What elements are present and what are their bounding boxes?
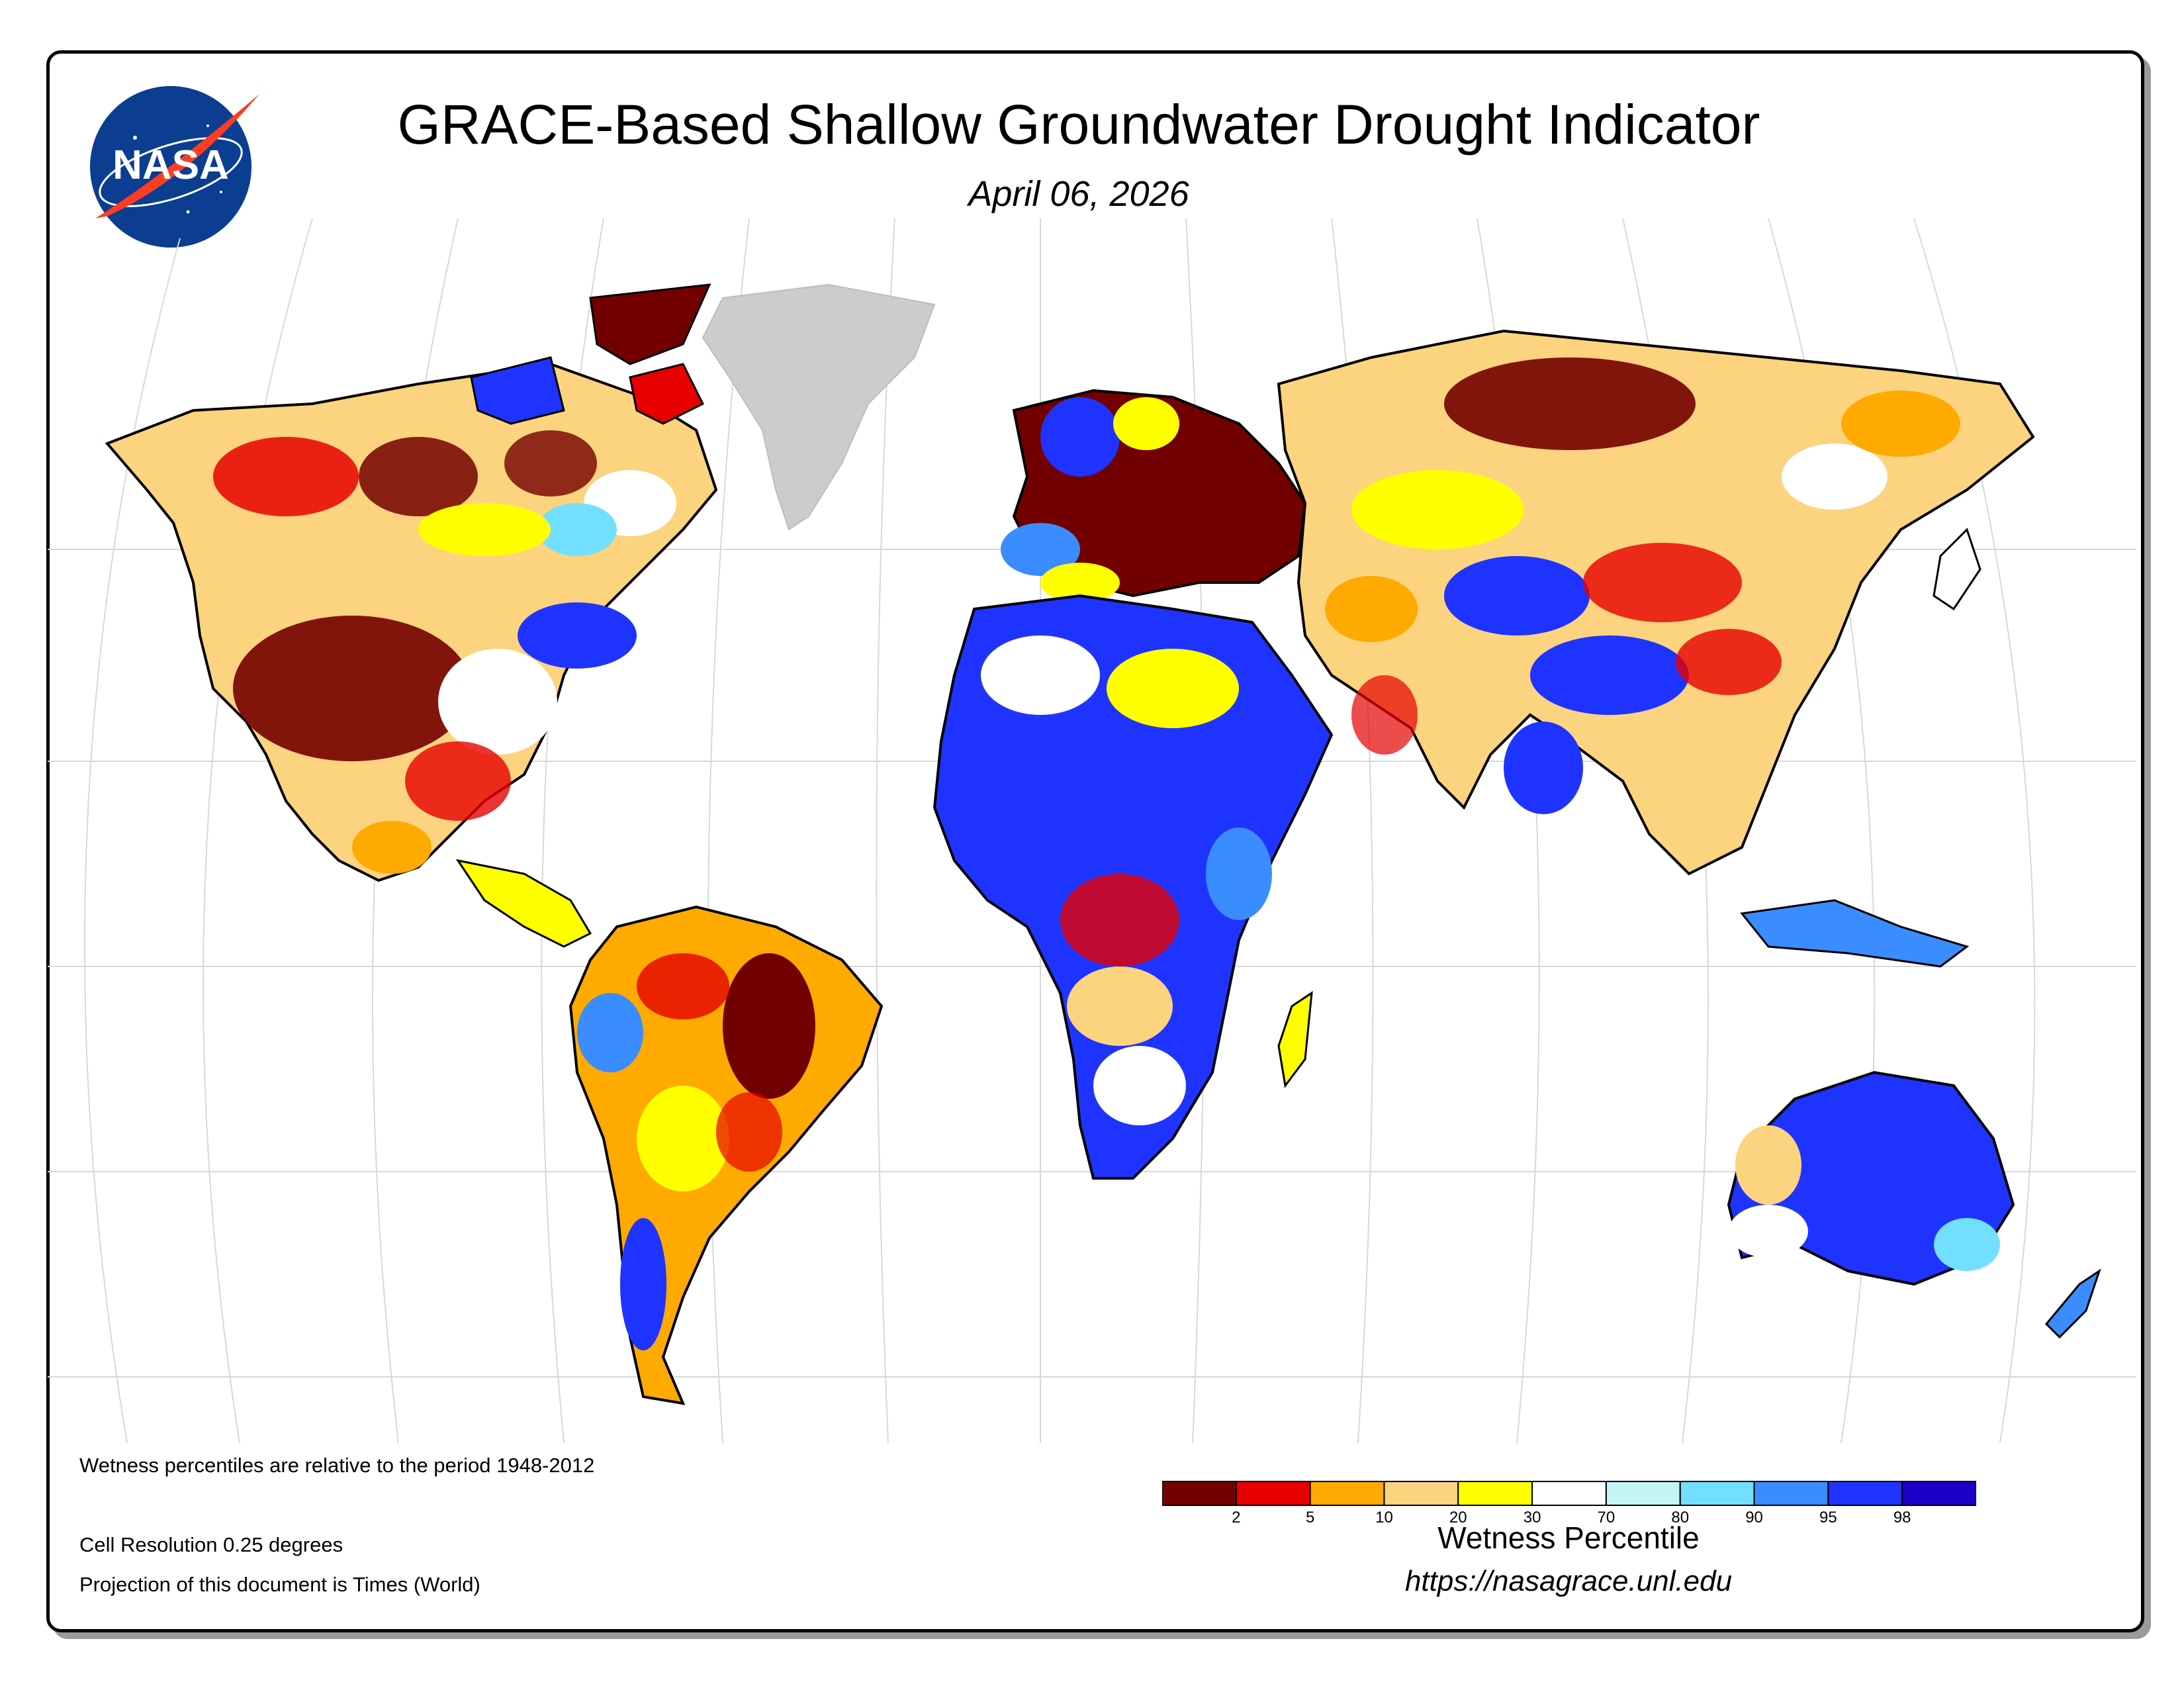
legend-swatch	[1309, 1481, 1385, 1506]
svg-text:NASA: NASA	[113, 142, 229, 188]
legend-tick-labels: 2 5 10 20 30 70 80 90 95 98	[1232, 1509, 1911, 1526]
greenland	[702, 283, 936, 531]
legend-tick-label: 95	[1819, 1509, 1837, 1526]
legend-swatch	[1162, 1481, 1237, 1506]
legend-tick-label: 70	[1598, 1509, 1615, 1526]
map-title: GRACE-Based Shallow Groundwater Drought …	[397, 93, 1760, 156]
legend-swatch	[1457, 1481, 1533, 1506]
legend-title: Wetness Percentile	[1437, 1521, 1700, 1555]
madagascar	[1277, 990, 1313, 1088]
map-date: April 06, 2026	[968, 174, 1189, 214]
indonesia	[1740, 899, 1970, 968]
source-url: https://nasagrace.unl.edu	[1404, 1565, 1733, 1597]
legend-swatch	[1531, 1481, 1607, 1506]
nasa-logo: NASA	[90, 86, 259, 248]
legend-swatch	[1679, 1481, 1755, 1506]
legend-tick-label: 80	[1671, 1509, 1689, 1526]
legend-tick-label: 90	[1745, 1509, 1763, 1526]
legend-tick-label: 10	[1375, 1509, 1393, 1526]
legend-tick-label: 20	[1449, 1509, 1467, 1526]
note-projection: Projection of this document is Times (Wo…	[79, 1573, 480, 1596]
central-america	[455, 859, 592, 948]
legend-colorbar	[1162, 1481, 1976, 1506]
legend-tick-label: 2	[1232, 1509, 1240, 1526]
legend-tick-label: 98	[1893, 1509, 1911, 1526]
note-resolution: Cell Resolution 0.25 degrees	[79, 1533, 343, 1556]
legend-tick-label: 5	[1306, 1509, 1314, 1526]
legend-swatch	[1827, 1481, 1903, 1506]
world-map	[48, 218, 2136, 1444]
legend-swatch	[1605, 1481, 1681, 1506]
note-percentile-period: Wetness percentiles are relative to the …	[79, 1454, 595, 1477]
legend-swatch	[1901, 1481, 1976, 1506]
legend-swatch	[1235, 1481, 1311, 1506]
japan	[1933, 528, 1981, 611]
legend-tick-label: 30	[1524, 1509, 1541, 1526]
legend-swatch	[1383, 1481, 1459, 1506]
legend-swatch	[1753, 1481, 1829, 1506]
new-zealand	[2044, 1268, 2101, 1339]
